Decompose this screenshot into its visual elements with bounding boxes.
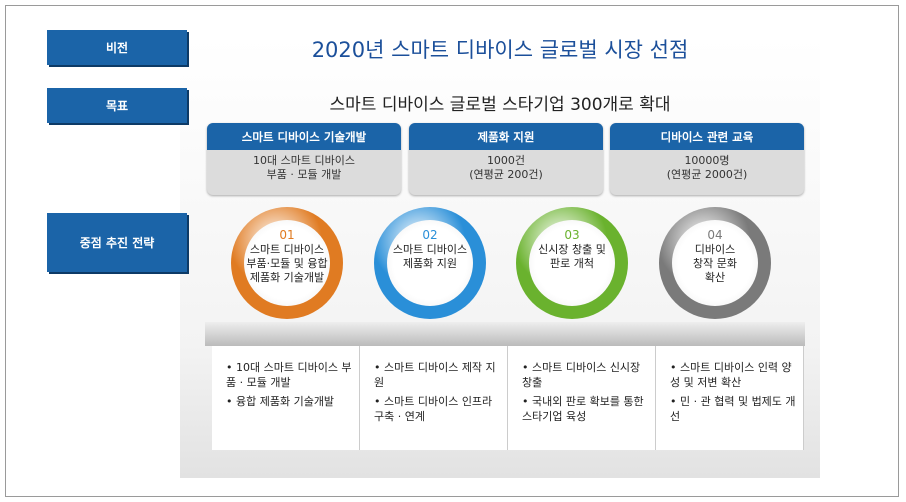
frame: [5, 5, 899, 497]
strategy-line: 디바이스: [694, 243, 736, 256]
target-line: 10000명: [684, 154, 730, 167]
strategy-line: 신시장 창출 및: [538, 243, 606, 256]
strategy-number: 04: [707, 228, 723, 242]
strategy-line: 스마트 디바이스: [249, 243, 325, 256]
strategy-circle: 03 신시장 창출 및 판로 개척: [516, 207, 628, 319]
label-vision: 비전: [47, 30, 187, 65]
target-line: 1000건: [486, 154, 526, 167]
goal-text: 스마트 디바이스 글로벌 스타기업 300개로 확대: [329, 95, 671, 115]
detail-item: • 10대 스마트 디바이스 부품 · 모듈 개발: [226, 361, 352, 389]
strategy-line: 제품화 기술개발: [249, 271, 325, 284]
detail-item: • 민 · 관 협력 및 법제도 개선: [670, 395, 796, 423]
detail-column: • 10대 스마트 디바이스 부품 · 모듈 개발 • 융합 제품화 기술개발: [212, 346, 360, 450]
target-line: (연평균 2000건): [666, 168, 748, 181]
strategy-circle: 02 스마트 디바이스 제품화 지원: [374, 207, 486, 319]
target-header: 제품화 지원: [409, 123, 603, 150]
strategy-line: 창작 문화: [693, 257, 737, 270]
label-goal: 목표: [47, 88, 187, 123]
vision-text: 2020년 스마트 디바이스 글로벌 시장 선점: [311, 38, 689, 62]
detail-item: • 융합 제품화 기술개발: [226, 395, 335, 408]
label-strategy: 중점 추진 전략: [47, 213, 187, 272]
target-box: 제품화 지원 1000건 (연평균 200건): [409, 123, 603, 195]
target-line: 부품 · 모듈 개발: [266, 168, 342, 181]
target-header: 스마트 디바이스 기술개발: [207, 123, 401, 150]
platform: [205, 322, 805, 346]
strategy-line: 확산: [704, 271, 726, 284]
strategy-number: 03: [564, 228, 580, 242]
target-box: 스마트 디바이스 기술개발 10대 스마트 디바이스 부품 · 모듈 개발: [207, 123, 401, 195]
detail-item: • 스마트 디바이스 신시장 창출: [522, 361, 641, 389]
strategy-line: 판로 개척: [550, 257, 594, 270]
target-line: (연평균 200건): [469, 168, 543, 181]
detail-column: • 스마트 디바이스 신시장 창출 • 국내외 판로 확보를 통한 스타기업 육성: [508, 346, 656, 450]
detail-column: • 스마트 디바이스 인력 양성 및 저변 확산 • 민 · 관 협력 및 법제도…: [656, 346, 804, 450]
strategy-number: 02: [422, 228, 438, 242]
strategy-line: 부품·모듈 및 융합: [246, 257, 328, 270]
detail-item: • 국내외 판로 확보를 통한 스타기업 육성: [522, 395, 644, 423]
strategy-circle: 01 스마트 디바이스 부품·모듈 및 융합 제품화 기술개발: [231, 207, 343, 319]
target-header: 디바이스 관련 교육: [610, 123, 804, 150]
detail-item: • 스마트 디바이스 제작 지원: [374, 361, 496, 389]
detail-column: • 스마트 디바이스 제작 지원 • 스마트 디바이스 인프라 구축 · 연계: [360, 346, 508, 450]
target-line: 10대 스마트 디바이스: [253, 154, 355, 167]
strategy-circle: 04 디바이스 창작 문화 확산: [659, 207, 771, 319]
detail-item: • 스마트 디바이스 인력 양성 및 저변 확산: [670, 361, 792, 389]
strategy-line: 스마트 디바이스: [392, 243, 468, 256]
strategy-number: 01: [279, 228, 295, 242]
strategy-line: 제품화 지원: [402, 257, 458, 270]
detail-item: • 스마트 디바이스 인프라 구축 · 연계: [374, 395, 493, 423]
target-box: 디바이스 관련 교육 10000명 (연평균 2000건): [610, 123, 804, 195]
